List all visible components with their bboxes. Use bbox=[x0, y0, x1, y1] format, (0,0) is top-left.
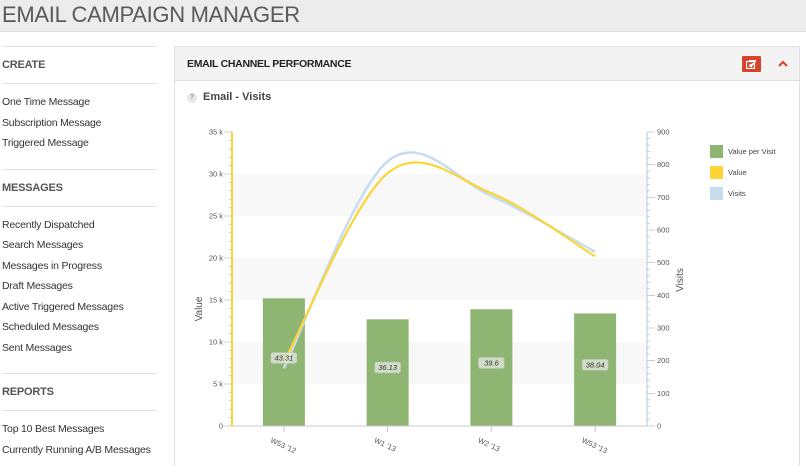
divider bbox=[2, 205, 157, 207]
legend-item[interactable]: Value per Visit bbox=[710, 145, 777, 158]
y-right-tick-label: 0 bbox=[657, 422, 661, 431]
x-tick-label: W53 '12 bbox=[269, 436, 298, 456]
y-left-tick-label: 20 k bbox=[209, 254, 223, 263]
page-title: EMAIL CAMPAIGN MANAGER bbox=[2, 2, 300, 27]
sidebar: CREATE One Time Message Subscription Mes… bbox=[2, 46, 157, 475]
bar-data-label-bg bbox=[270, 352, 298, 364]
y-left-axis-title: Value bbox=[194, 296, 205, 321]
chart-subtitle: ? Email - Visits bbox=[187, 91, 271, 103]
bar-data-label-bg bbox=[374, 361, 401, 374]
chart-title: Email - Visits bbox=[203, 91, 272, 103]
legend-item[interactable]: Value bbox=[710, 166, 747, 179]
y-right-tick-label: 200 bbox=[657, 356, 670, 365]
line-value[interactable] bbox=[282, 161, 596, 363]
sidebar-item-one-time-message[interactable]: One Time Message bbox=[2, 96, 90, 108]
sidebar-item-scheduled-messages[interactable]: Scheduled Messages bbox=[2, 321, 99, 333]
y-right-tick-label: 700 bbox=[657, 193, 670, 202]
grid-band bbox=[232, 174, 647, 216]
legend-label: Visits bbox=[728, 189, 746, 198]
sidebar-item-recently-dispatched[interactable]: Recently Dispatched bbox=[2, 218, 95, 231]
bar-data-label: 36.13 bbox=[378, 363, 398, 372]
y-right-axis-title: Visits bbox=[675, 268, 686, 292]
sidebar-item-active-triggered-messages[interactable]: Active Triggered Messages bbox=[2, 300, 124, 313]
sidebar-item-search-messages[interactable]: Search Messages bbox=[2, 239, 84, 251]
divider bbox=[2, 83, 157, 84]
y-left-tick-label: 25 k bbox=[209, 212, 223, 221]
legend-swatch bbox=[710, 187, 723, 200]
chevron-up-icon bbox=[778, 60, 788, 67]
y-right-tick-label: 600 bbox=[657, 226, 670, 235]
y-left-tick-label: 10 k bbox=[209, 338, 223, 347]
y-right-tick-label: 500 bbox=[657, 258, 670, 267]
bar-data-label-bg bbox=[581, 359, 609, 371]
sidebar-section-messages: MESSAGES Recently Dispatched Search Mess… bbox=[2, 168, 157, 374]
y-right-tick-label: 900 bbox=[657, 128, 670, 137]
sidebar-item-draft-messages[interactable]: Draft Messages bbox=[2, 280, 73, 292]
panel-header: EMAIL CHANNEL PERFORMANCE bbox=[175, 47, 799, 81]
sidebar-heading-create: CREATE bbox=[2, 59, 46, 71]
x-tick-label: W1 '13 bbox=[373, 436, 398, 454]
y-left-tick-label: 0 bbox=[219, 422, 223, 431]
page-header: EMAIL CAMPAIGN MANAGER bbox=[0, 0, 806, 32]
export-button[interactable] bbox=[742, 56, 761, 72]
divider bbox=[2, 46, 157, 47]
panel-title: EMAIL CHANNEL PERFORMANCE bbox=[187, 58, 352, 70]
sidebar-item-subscription-message[interactable]: Subscription Message bbox=[2, 116, 102, 129]
divider bbox=[2, 410, 157, 411]
legend-item[interactable]: Visits bbox=[710, 187, 746, 200]
bar-data-label: 39.6 bbox=[484, 358, 499, 367]
y-right-tick-label: 800 bbox=[657, 160, 670, 169]
bar-data-label: 43.31 bbox=[274, 354, 293, 363]
grid-band bbox=[232, 258, 647, 300]
bar-data-label: 38.04 bbox=[586, 360, 605, 369]
divider bbox=[2, 168, 157, 170]
sidebar-item-top-10-best-messages[interactable]: Top 10 Best Messages bbox=[2, 423, 105, 435]
sidebar-item-messages-in-progress[interactable]: Messages in Progress bbox=[2, 259, 102, 272]
legend-swatch bbox=[710, 145, 723, 158]
divider bbox=[2, 373, 157, 374]
export-icon bbox=[746, 60, 756, 69]
sidebar-section-reports: REPORTS Top 10 Best Messages Currently R… bbox=[2, 373, 157, 475]
y-right-tick-label: 100 bbox=[657, 389, 670, 398]
y-right-tick-label: 300 bbox=[657, 324, 670, 333]
y-left-tick-label: 15 k bbox=[209, 296, 223, 305]
bar-data-label-bg bbox=[478, 357, 505, 369]
collapse-button[interactable] bbox=[775, 56, 791, 72]
y-left-tick-label: 35 k bbox=[209, 128, 223, 137]
sidebar-section-create: CREATE One Time Message Subscription Mes… bbox=[2, 46, 157, 169]
email-visits-chart: W53 '12 W1 '13 W2 '13 W53 '13 0 5 k 10 k 15 k 20… bbox=[194, 128, 777, 456]
help-icon[interactable]: ? bbox=[187, 93, 197, 103]
y-left-tick-label: 5 k bbox=[213, 380, 223, 389]
email-channel-performance-panel: EMAIL CHANNEL PERFORMANCE ? Email - Visit… bbox=[174, 46, 800, 466]
legend-label: Value per Visit bbox=[728, 147, 777, 156]
sidebar-item-currently-running-ab-messages[interactable]: Currently Running A/B Messages bbox=[2, 443, 151, 456]
x-tick-label: W2 '13 bbox=[477, 436, 502, 454]
sidebar-heading-reports: REPORTS bbox=[2, 386, 54, 398]
y-right-tick-label: 400 bbox=[657, 291, 670, 300]
sidebar-heading-messages: MESSAGES bbox=[2, 181, 63, 194]
legend-swatch bbox=[710, 166, 723, 179]
legend-label: Value bbox=[728, 168, 747, 177]
sidebar-item-triggered-message[interactable]: Triggered Message bbox=[2, 137, 89, 149]
y-left-tick-label: 30 k bbox=[209, 170, 223, 179]
x-tick-label: W53 '13 bbox=[580, 436, 609, 456]
sidebar-item-sent-messages[interactable]: Sent Messages bbox=[2, 341, 72, 354]
